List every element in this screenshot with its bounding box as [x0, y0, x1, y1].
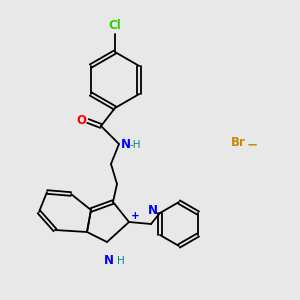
Text: +: +	[130, 211, 140, 221]
Text: Cl: Cl	[109, 19, 122, 32]
Text: O: O	[76, 115, 86, 128]
Text: -H: -H	[130, 140, 142, 150]
Text: H: H	[117, 256, 125, 266]
Text: N: N	[121, 137, 131, 151]
Text: N: N	[104, 254, 114, 267]
Text: N: N	[148, 205, 158, 218]
Text: −: −	[246, 139, 258, 152]
Text: Br: Br	[231, 136, 245, 148]
